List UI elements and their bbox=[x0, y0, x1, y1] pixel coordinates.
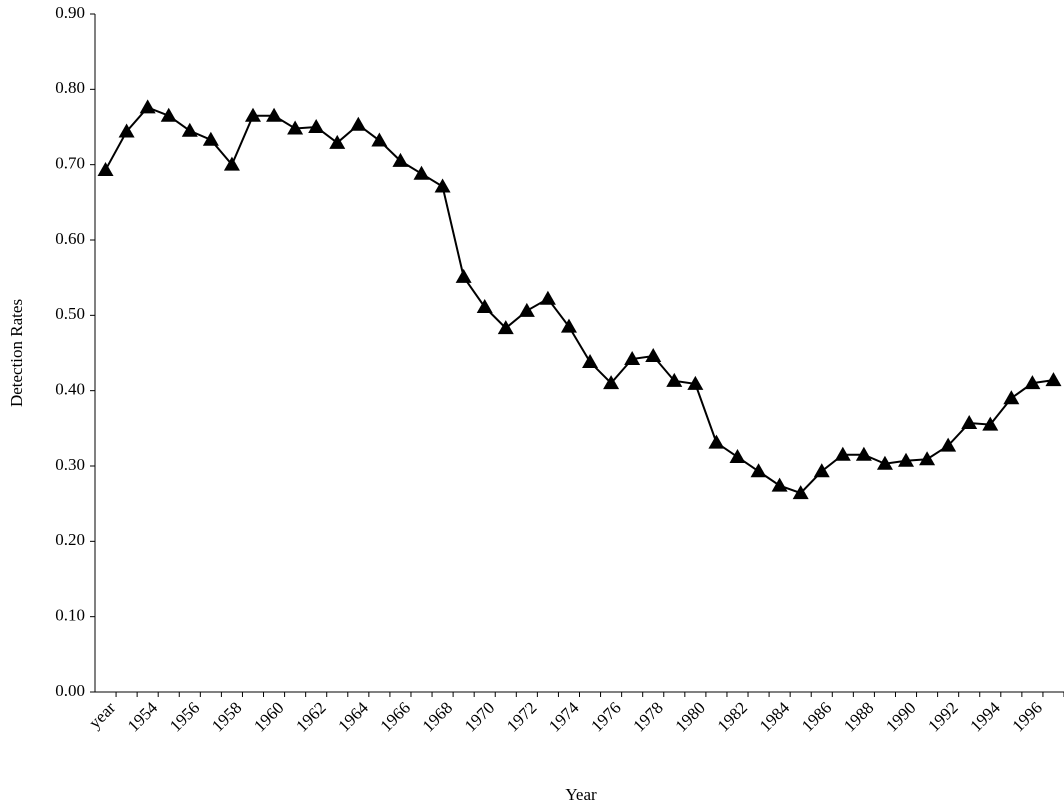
x-tick-label: 1982 bbox=[714, 698, 751, 735]
x-tick-label: 1992 bbox=[924, 698, 961, 735]
y-tick-label: 0.50 bbox=[55, 304, 85, 323]
marker bbox=[771, 477, 788, 492]
x-tick-label: 1958 bbox=[208, 698, 245, 735]
marker bbox=[181, 122, 198, 137]
marker bbox=[350, 116, 367, 131]
x-tick-label: 1990 bbox=[882, 698, 919, 735]
marker bbox=[940, 437, 957, 452]
marker bbox=[518, 302, 535, 317]
marker bbox=[666, 372, 683, 387]
marker bbox=[560, 318, 577, 333]
marker bbox=[392, 152, 409, 167]
y-tick-label: 0.40 bbox=[55, 380, 85, 399]
x-tick-label: 1964 bbox=[334, 698, 372, 736]
y-axis-title: Detection Rates bbox=[7, 299, 26, 407]
x-tick-label: 1976 bbox=[587, 698, 624, 735]
series-line bbox=[104, 106, 1054, 495]
x-tick-label: 1986 bbox=[798, 698, 835, 735]
marker bbox=[308, 119, 325, 133]
y-tick-label: 0.60 bbox=[55, 229, 85, 248]
marker bbox=[202, 131, 219, 146]
x-tick-label: 1978 bbox=[629, 698, 666, 735]
marker bbox=[1003, 390, 1020, 405]
x-tick-label: 1972 bbox=[503, 698, 540, 735]
x-tick-label: 1970 bbox=[461, 698, 498, 735]
x-tick-label: 1974 bbox=[545, 698, 583, 736]
marker bbox=[413, 165, 430, 180]
x-tick-label: 1960 bbox=[250, 698, 287, 735]
marker bbox=[497, 320, 514, 335]
x-tick-label: 1984 bbox=[756, 698, 794, 736]
marker bbox=[624, 351, 641, 366]
y-tick-label: 0.00 bbox=[55, 681, 85, 700]
marker bbox=[329, 134, 346, 149]
marker bbox=[961, 415, 978, 430]
marker bbox=[582, 354, 599, 369]
marker bbox=[792, 485, 809, 500]
marker bbox=[539, 290, 556, 305]
y-tick-label: 0.30 bbox=[55, 455, 85, 474]
marker bbox=[160, 107, 177, 122]
marker bbox=[244, 107, 261, 122]
marker bbox=[287, 120, 304, 135]
marker bbox=[139, 99, 156, 114]
marker bbox=[476, 299, 493, 314]
marker bbox=[1024, 375, 1041, 390]
marker bbox=[371, 132, 388, 147]
marker bbox=[729, 448, 746, 463]
y-tick-label: 0.90 bbox=[55, 3, 85, 22]
x-tick-label: 1954 bbox=[124, 698, 162, 736]
marker bbox=[455, 268, 472, 283]
y-tick-label: 0.70 bbox=[55, 154, 85, 173]
marker bbox=[834, 446, 851, 461]
y-tick-label: 0.10 bbox=[55, 606, 85, 625]
marker bbox=[603, 375, 620, 390]
x-tick-label: 1994 bbox=[966, 698, 1004, 736]
marker bbox=[1045, 372, 1062, 387]
marker bbox=[876, 455, 893, 470]
marker bbox=[223, 156, 240, 171]
marker bbox=[855, 446, 872, 461]
marker bbox=[97, 161, 114, 176]
x-axis-title: Year bbox=[565, 785, 597, 804]
marker bbox=[434, 178, 451, 193]
marker bbox=[982, 416, 999, 431]
marker bbox=[687, 375, 704, 390]
marker bbox=[118, 123, 135, 138]
x-tick-label: 1996 bbox=[1009, 698, 1046, 735]
x-tick-label: 1968 bbox=[419, 698, 456, 735]
y-tick-label: 0.80 bbox=[55, 78, 85, 97]
marker bbox=[898, 452, 915, 467]
marker bbox=[708, 434, 725, 449]
marker bbox=[919, 451, 936, 466]
marker bbox=[645, 348, 662, 363]
x-tick-label: 1988 bbox=[840, 698, 877, 735]
marker bbox=[266, 107, 283, 122]
y-tick-label: 0.20 bbox=[55, 530, 85, 549]
x-tick-label: 1956 bbox=[166, 698, 203, 735]
marker bbox=[750, 463, 767, 478]
x-tick-label: year bbox=[85, 698, 119, 732]
marker bbox=[813, 463, 830, 478]
x-tick-label: 1966 bbox=[377, 698, 414, 735]
x-tick-label: 1962 bbox=[292, 698, 329, 735]
x-tick-label: 1980 bbox=[671, 698, 708, 735]
